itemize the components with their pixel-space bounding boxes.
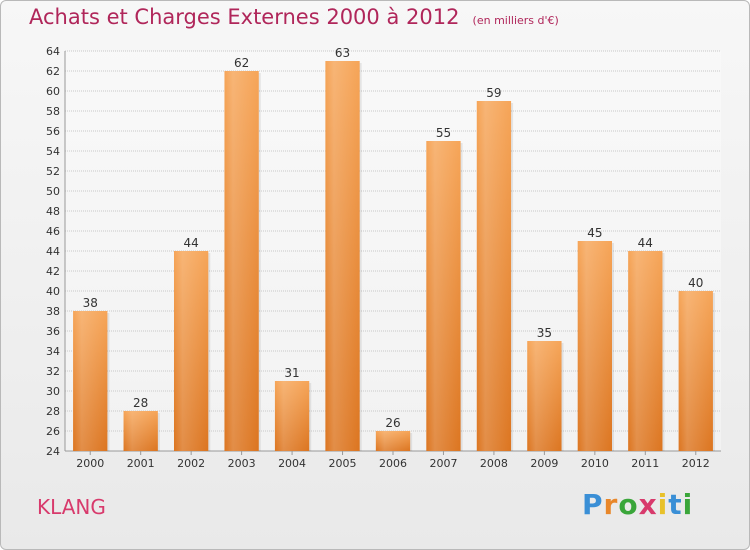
- y-tick-label: 42: [46, 265, 60, 278]
- y-tick-label: 60: [46, 85, 60, 98]
- logo-letter: i: [682, 488, 694, 521]
- bar-value-label: 44: [184, 236, 199, 250]
- title-row: Achats et Charges Externes 2000 à 2012 (…: [29, 5, 559, 29]
- x-tick-label: 2007: [429, 457, 457, 470]
- y-tick-label: 50: [46, 185, 60, 198]
- logo-letter: o: [618, 488, 639, 521]
- x-tick-label: 2011: [631, 457, 659, 470]
- chart-title: Achats et Charges Externes 2000 à 2012: [29, 5, 460, 29]
- y-tick-label: 32: [46, 365, 60, 378]
- x-tick-label: 2006: [379, 457, 407, 470]
- x-tick-label: 2003: [228, 457, 256, 470]
- x-tick-label: 2004: [278, 457, 306, 470]
- y-tick-label: 62: [46, 65, 60, 78]
- bar-value-label: 35: [537, 326, 552, 340]
- y-tick-label: 58: [46, 105, 60, 118]
- x-tick-label: 2012: [682, 457, 710, 470]
- logo-letter: P: [582, 488, 604, 521]
- x-tick-label: 2008: [480, 457, 508, 470]
- y-tick-label: 36: [46, 325, 60, 338]
- bar-highlight: [274, 381, 310, 451]
- bar-value-label: 38: [83, 296, 98, 310]
- bar-value-label: 59: [486, 86, 501, 100]
- x-tick-label: 2010: [581, 457, 609, 470]
- bar-value-label: 45: [587, 226, 602, 240]
- y-tick-label: 64: [46, 45, 60, 58]
- y-tick-label: 44: [46, 245, 60, 258]
- y-tick-label: 24: [46, 445, 60, 458]
- proxiti-logo: Proxiti: [582, 488, 693, 521]
- bar-highlight: [426, 141, 461, 451]
- plot-area: 24 26 28 30 32 34 36 38 40 42 44 46 48 50 52 54 56 58 60 62…: [46, 45, 721, 470]
- y-tick-label: 52: [46, 165, 60, 178]
- bar-value-label: 55: [436, 126, 451, 140]
- logo-letter: i: [657, 488, 669, 521]
- y-tick-label: 40: [46, 285, 60, 298]
- x-tick-label: 2005: [329, 457, 357, 470]
- chart-unit-note: (en milliers d'€): [472, 14, 559, 27]
- bar-highlight: [173, 251, 209, 451]
- logo-letter: x: [638, 488, 658, 521]
- bar-value-label: 63: [335, 46, 350, 60]
- y-tick-label: 38: [46, 305, 60, 318]
- x-tick-label: 2001: [127, 457, 155, 470]
- commune-name: KLANG: [37, 495, 106, 519]
- bar-highlight: [628, 251, 663, 451]
- bar-value-label: 40: [688, 276, 703, 290]
- logo-letter: t: [668, 488, 683, 521]
- y-tick-label: 56: [46, 125, 60, 138]
- y-tick-label: 28: [46, 405, 60, 418]
- bar-highlight: [527, 341, 562, 451]
- x-tick-label: 2009: [530, 457, 558, 470]
- x-tick-label: 2002: [177, 457, 205, 470]
- bar-value-label: 44: [638, 236, 653, 250]
- bar-value-label: 28: [133, 396, 148, 410]
- bar-highlight: [476, 101, 512, 451]
- y-tick-label: 34: [46, 345, 60, 358]
- bar-highlight: [73, 311, 108, 451]
- bar-highlight: [123, 411, 158, 451]
- x-tick-label: 2000: [76, 457, 104, 470]
- y-tick-label: 26: [46, 425, 60, 438]
- y-tick-label: 54: [46, 145, 60, 158]
- y-tick-label: 30: [46, 385, 60, 398]
- bar-highlight: [224, 71, 259, 451]
- bar-highlight: [678, 291, 713, 451]
- bar-value-label: 62: [234, 56, 249, 70]
- bar-value-label: 31: [284, 366, 299, 380]
- bar-highlight: [375, 431, 411, 451]
- bar-highlight: [325, 61, 360, 451]
- y-tick-label: 48: [46, 205, 60, 218]
- logo-letter: r: [603, 488, 619, 521]
- y-tick-label: 46: [46, 225, 60, 238]
- bar-highlight: [577, 241, 613, 451]
- bar-value-label: 26: [385, 416, 400, 430]
